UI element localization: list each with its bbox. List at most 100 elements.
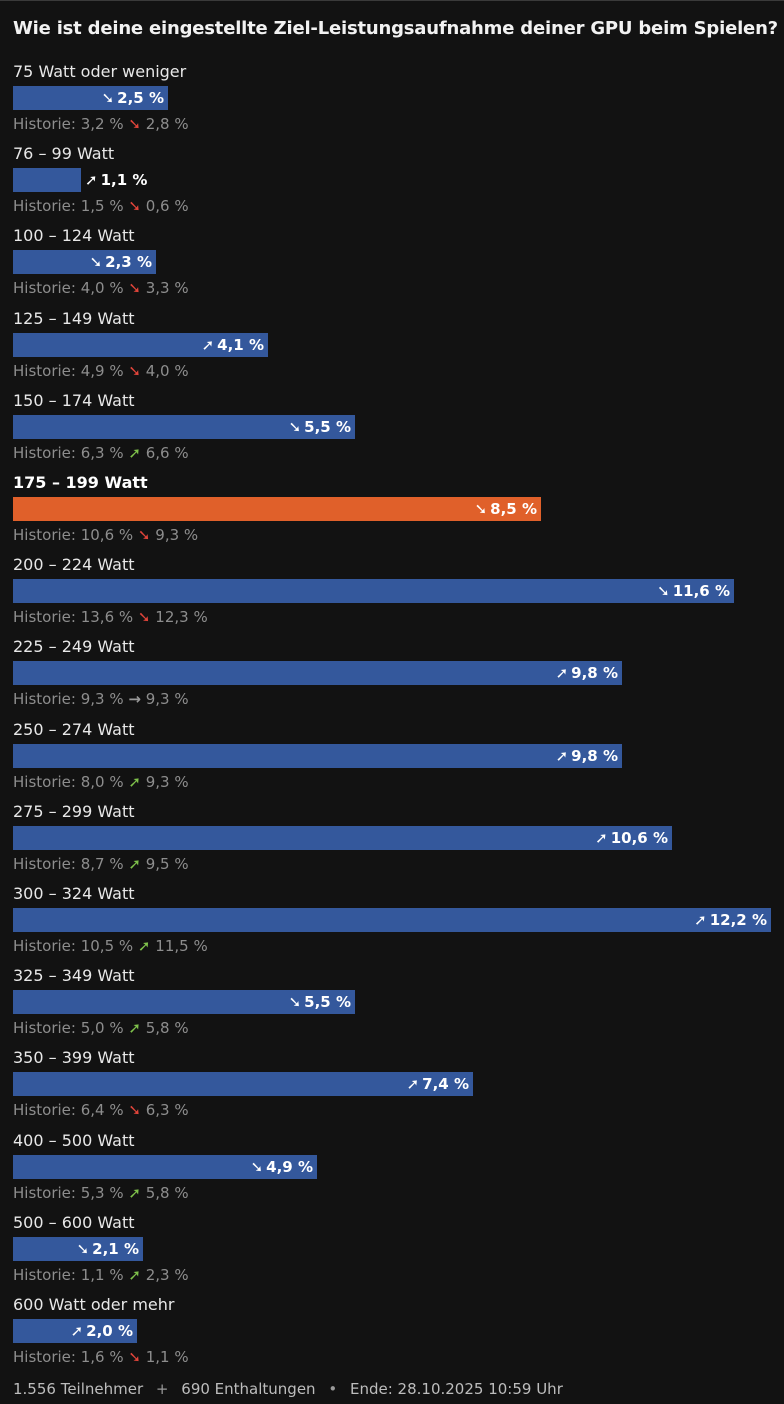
history-next: 6,3 %: [145, 1101, 189, 1119]
history-previous: 4,9 %: [80, 362, 124, 380]
history-next: 9,3 %: [145, 690, 189, 708]
history-label: Historie:: [13, 1266, 76, 1284]
option-label: 150 – 174 Watt: [13, 391, 135, 410]
trend-up-icon: ➚: [201, 336, 215, 354]
result-value: ➚ 10,6 %: [13, 826, 672, 850]
history-down-icon: ➘: [128, 115, 141, 133]
poll-option: 600 Watt oder mehr ➚ 2,0 % Historie: 1,6 % …: [13, 1295, 773, 1373]
result-percent: 2,1 %: [92, 1240, 139, 1258]
history-label: Historie:: [13, 773, 76, 791]
result-percent: 1,1 %: [100, 171, 148, 189]
poll-option: 76 – 99 Watt ➚ 1,1 % Historie: 1,5 % ➘ 0,6 …: [13, 144, 773, 222]
result-bar: [13, 990, 355, 1014]
result-bar: [13, 1072, 473, 1096]
history-previous: 5,3 %: [80, 1184, 124, 1202]
history-line: Historie: 1,1 % ➚ 2,3 %: [13, 1265, 189, 1285]
history-label: Historie:: [13, 1184, 76, 1202]
history-previous: 8,7 %: [80, 855, 124, 873]
history-label: Historie:: [13, 362, 76, 380]
history-label: Historie:: [13, 1019, 76, 1037]
trend-up-icon: ➚: [595, 829, 608, 847]
poll-option: 400 – 500 Watt ➘ 4,9 % Historie: 5,3 % ➚ 5,…: [13, 1131, 773, 1209]
history-next: 5,8 %: [145, 1184, 189, 1202]
abstentions-count: 690 Enthaltungen: [181, 1380, 316, 1398]
poll-option: 150 – 174 Watt ➘ 5,5 % Historie: 6,3 % ➚ 6,…: [13, 391, 773, 469]
history-down-icon: ➘: [128, 1348, 141, 1366]
result-bar: [13, 1237, 143, 1261]
history-up-icon: ➚: [128, 444, 141, 462]
history-line: Historie: 5,0 % ➚ 5,8 %: [13, 1018, 189, 1038]
history-label: Historie:: [13, 937, 76, 955]
history-next: 6,6 %: [145, 444, 189, 462]
history-flat-icon: →: [128, 690, 141, 708]
history-previous: 4,0 %: [80, 279, 124, 297]
history-previous: 9,3 %: [80, 690, 124, 708]
history-up-icon: ➚: [137, 937, 151, 955]
history-line: Historie: 13,6 % ➘ 12,3 %: [13, 607, 208, 627]
result-percent: 4,1 %: [217, 336, 264, 354]
history-previous: 10,6 %: [80, 526, 134, 544]
history-previous: 6,3 %: [80, 444, 124, 462]
history-label: Historie:: [13, 1101, 76, 1119]
result-value: ➚ 2,0 %: [13, 1319, 137, 1343]
history-previous: 8,0 %: [80, 773, 124, 791]
history-next: 9,5 %: [145, 855, 189, 873]
result-bar: [13, 826, 672, 850]
trend-up-icon: ➚: [694, 911, 707, 929]
history-next: 9,3 %: [145, 773, 189, 791]
result-value: ➚ 1,1 %: [85, 168, 147, 192]
result-percent: 5,5 %: [304, 418, 351, 436]
result-bar: [13, 250, 156, 274]
option-label: 325 – 349 Watt: [13, 966, 135, 985]
option-label: 75 Watt oder weniger: [13, 62, 187, 81]
trend-down-icon: ➘: [89, 253, 103, 271]
history-previous: 13,6 %: [80, 608, 134, 626]
trend-up-icon: ➚: [555, 747, 569, 765]
option-label: 125 – 149 Watt: [13, 309, 135, 328]
history-line: Historie: 1,6 % ➘ 1,1 %: [13, 1347, 189, 1367]
result-value: ➘ 8,5 %: [13, 497, 541, 521]
option-label: 300 – 324 Watt: [13, 884, 135, 903]
history-down-icon: ➘: [128, 197, 141, 215]
history-line: Historie: 9,3 % → 9,3 %: [13, 689, 189, 709]
trend-up-icon: ➚: [555, 664, 569, 682]
poll-option: 125 – 149 Watt ➚ 4,1 % Historie: 4,9 % ➘ 4,…: [13, 309, 773, 387]
poll-option: 300 – 324 Watt ➚ 12,2 % Historie: 10,5 % ➚ …: [13, 884, 773, 962]
history-down-icon: ➘: [128, 362, 141, 380]
history-previous: 1,1 %: [80, 1266, 124, 1284]
history-line: Historie: 5,3 % ➚ 5,8 %: [13, 1183, 189, 1203]
result-percent: 5,5 %: [304, 993, 351, 1011]
result-bar: [13, 1319, 137, 1343]
history-next: 12,3 %: [155, 608, 208, 626]
result-bar: [13, 86, 168, 110]
poll-option: 325 – 349 Watt ➘ 5,5 % Historie: 5,0 % ➚ 5,…: [13, 966, 773, 1044]
option-label: 250 – 274 Watt: [13, 720, 135, 739]
result-bar: [13, 908, 771, 932]
result-value: ➘ 5,5 %: [13, 415, 355, 439]
poll-option: 200 – 224 Watt ➘ 11,6 % Historie: 13,6 % ➘ …: [13, 555, 773, 633]
history-up-icon: ➚: [128, 773, 141, 791]
history-line: Historie: 10,5 % ➚ 11,5 %: [13, 936, 208, 956]
history-next: 2,8 %: [145, 115, 189, 133]
trend-up-icon: ➚: [70, 1322, 84, 1340]
result-percent: 8,5 %: [490, 500, 537, 518]
result-percent: 12,2 %: [709, 911, 767, 929]
history-next: 3,3 %: [145, 279, 189, 297]
result-value: ➘ 2,5 %: [13, 86, 168, 110]
footer-separator-dot: •: [328, 1380, 338, 1398]
history-next: 5,8 %: [145, 1019, 189, 1037]
result-bar: [13, 168, 81, 192]
history-down-icon: ➘: [128, 1101, 141, 1119]
history-label: Historie:: [13, 444, 76, 462]
trend-down-icon: ➘: [657, 582, 670, 600]
history-line: Historie: 4,9 % ➘ 4,0 %: [13, 361, 189, 381]
trend-down-icon: ➘: [250, 1158, 264, 1176]
poll-option: 175 – 199 Watt ➘ 8,5 % Historie: 10,6 % ➘ 9…: [13, 473, 773, 551]
option-label: 100 – 124 Watt: [13, 226, 135, 245]
result-value: ➘ 2,1 %: [13, 1237, 143, 1261]
history-next: 4,0 %: [145, 362, 189, 380]
result-value: ➚ 12,2 %: [13, 908, 771, 932]
option-label: 275 – 299 Watt: [13, 802, 135, 821]
history-up-icon: ➚: [128, 1019, 141, 1037]
history-down-icon: ➘: [137, 608, 151, 626]
